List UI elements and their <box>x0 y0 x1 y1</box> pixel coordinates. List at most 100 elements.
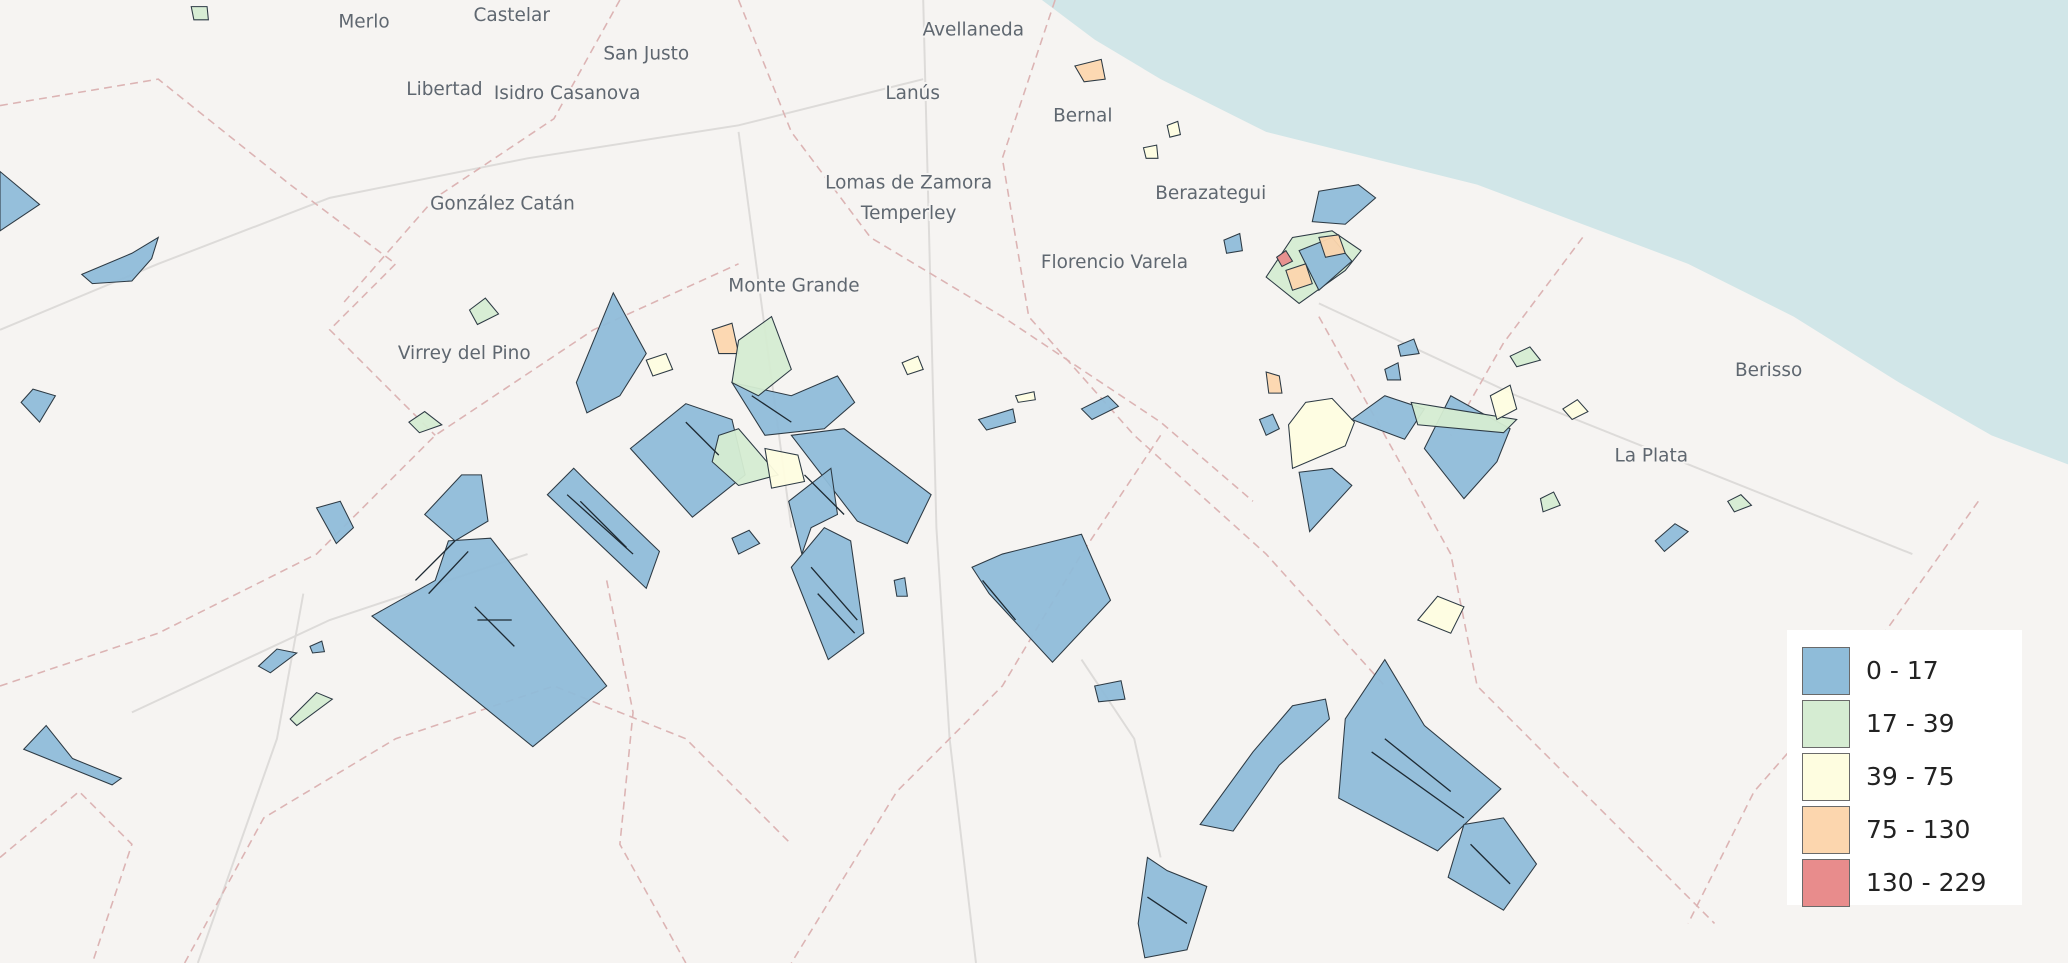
tract-boundary-line <box>817 593 856 634</box>
census-tract-polygon <box>289 691 334 727</box>
census-tract-polygon <box>1384 361 1402 381</box>
census-tract-polygon <box>1285 263 1313 291</box>
census-tract-polygon <box>309 640 326 654</box>
census-tract-polygon <box>788 467 839 556</box>
census-tract-polygon <box>22 724 123 786</box>
census-tract-polygon <box>1287 397 1356 470</box>
legend-swatch <box>1802 699 1850 748</box>
census-tract-polygon <box>1318 234 1346 258</box>
municipal-boundary <box>183 685 792 963</box>
legend-label: 39 - 75 <box>1866 762 1955 791</box>
census-tract-polygon <box>1014 391 1036 403</box>
legend-item: 17 - 39 <box>1802 697 2022 750</box>
legend-item: 75 - 130 <box>1802 803 2022 856</box>
road <box>196 593 305 963</box>
census-tract-polygon <box>575 291 647 414</box>
census-tract-polygon <box>645 352 674 377</box>
census-tract-polygon <box>1080 395 1120 421</box>
census-tract-polygon <box>315 500 355 545</box>
census-tract-polygon <box>468 297 500 326</box>
municipal-boundary <box>605 580 687 963</box>
census-tract-polygon <box>1142 144 1159 159</box>
legend-label: 17 - 39 <box>1866 709 1955 738</box>
census-tract-polygon <box>20 388 57 424</box>
place-label: Lomas de Zamora <box>825 173 992 194</box>
place-label: Berazategui <box>1155 183 1266 204</box>
census-tract-polygon <box>0 170 41 232</box>
place-label: González Catán <box>430 194 575 215</box>
census-tract-polygon <box>1265 371 1283 394</box>
place-label: La Plata <box>1614 446 1688 467</box>
census-tract-polygon <box>1509 346 1542 368</box>
census-tract-polygon <box>1166 120 1182 138</box>
municipal-boundary <box>1450 236 1584 436</box>
municipal-boundary <box>1001 0 1386 687</box>
legend-item: 130 - 229 <box>1802 856 2022 909</box>
legend-swatch <box>1802 752 1850 801</box>
place-label: San Justo <box>603 43 689 64</box>
legend-swatch <box>1802 805 1850 854</box>
place-label: Merlo <box>338 12 389 33</box>
tract-boundary-line <box>1384 738 1452 793</box>
tract-boundary-line <box>579 500 627 548</box>
municipal-boundary <box>342 0 621 304</box>
census-tract-polygon <box>1223 232 1243 254</box>
tract-boundary-line <box>474 606 515 647</box>
census-tract-polygon <box>1416 595 1465 634</box>
tract-boundary-line <box>685 421 720 456</box>
legend-label: 130 - 229 <box>1866 868 1987 897</box>
census-tract-polygon <box>1489 384 1518 421</box>
legend-swatch <box>1802 858 1850 907</box>
census-tract-polygon <box>1275 249 1294 268</box>
legend-label: 75 - 130 <box>1866 815 1971 844</box>
census-tract-polygon <box>190 6 209 21</box>
census-tract-polygon <box>764 447 806 489</box>
place-label: Castelar <box>474 5 551 26</box>
census-tract-polygon <box>893 577 908 597</box>
place-label: Libertad <box>406 79 482 100</box>
road <box>922 0 977 963</box>
place-label: Lanús <box>885 83 940 104</box>
census-tract-polygon <box>1298 467 1353 533</box>
tract-boundary-line <box>751 395 792 423</box>
census-tract-polygon <box>1258 413 1281 437</box>
tract-boundary-line <box>428 550 469 595</box>
census-tract-polygon <box>731 529 761 555</box>
tract-boundary-line <box>810 566 858 621</box>
census-tract-polygon <box>1199 698 1331 832</box>
legend-item: 0 - 17 <box>1802 644 2022 697</box>
choropleth-polygons <box>0 6 1753 959</box>
census-tract-polygon <box>370 537 608 748</box>
place-label: Temperley <box>860 203 957 224</box>
tract-boundary-line <box>1371 751 1465 819</box>
census-tract-polygon <box>1311 184 1377 225</box>
census-tract-polygon <box>1074 58 1106 83</box>
census-tract-polygon <box>408 410 443 434</box>
census-tract-polygon <box>790 527 865 661</box>
tract-boundary-line <box>1147 896 1188 924</box>
place-label: Bernal <box>1053 105 1112 126</box>
municipal-boundary <box>737 0 1254 502</box>
tract-boundary-line <box>414 540 456 581</box>
census-tract-polygon <box>1410 401 1518 434</box>
census-tract-polygon <box>1539 491 1561 513</box>
census-tract-polygon <box>711 428 780 487</box>
place-label: Avellaneda <box>923 20 1024 41</box>
tract-boundary-line <box>804 474 845 515</box>
census-tract-polygon <box>1338 658 1502 852</box>
municipal-boundary <box>790 434 1162 963</box>
municipal-boundary <box>0 78 436 436</box>
census-tract-polygon <box>1654 523 1690 553</box>
census-tract-polygon <box>423 474 489 542</box>
place-label: Monte Grande <box>728 276 859 297</box>
census-tract-polygon <box>1447 817 1538 911</box>
census-tract-polygon <box>731 315 792 397</box>
place-label: Berisso <box>1735 360 1802 381</box>
census-tract-polygon <box>80 236 160 285</box>
census-tract-polygon <box>1726 494 1753 513</box>
census-tract-polygon <box>790 428 932 545</box>
place-label: Florencio Varela <box>1041 252 1188 273</box>
census-tract-polygon <box>1397 338 1420 357</box>
census-tract-polygon <box>977 408 1017 431</box>
